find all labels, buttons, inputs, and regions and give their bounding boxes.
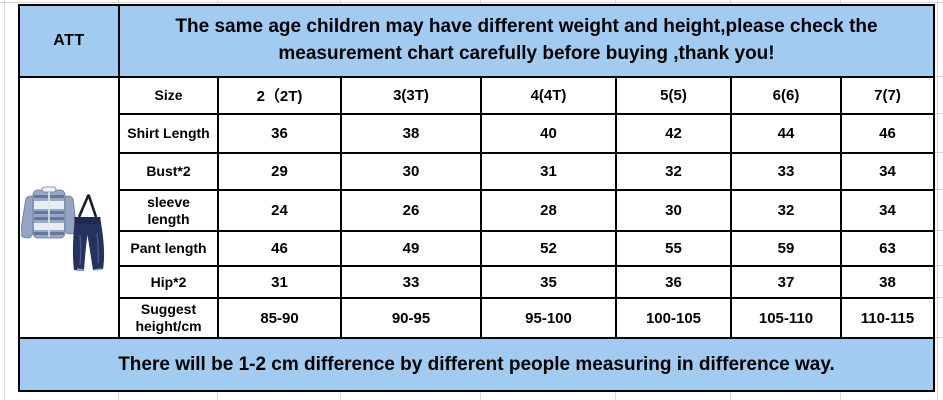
measurement-value: 32	[730, 189, 842, 232]
size-col-header: 2（2T)	[217, 76, 342, 115]
measurement-value: 105-110	[730, 297, 842, 339]
gridline	[217, 390, 218, 400]
product-photo-cell	[18, 76, 120, 339]
footer-note-row: There will be 1-2 cm difference by diffe…	[18, 337, 935, 392]
footer-note: There will be 1-2 cm difference by diffe…	[18, 337, 935, 392]
measurement-value: 46	[217, 230, 342, 267]
gridline	[730, 0, 731, 4]
measurement-value: 31	[480, 152, 617, 191]
gridline	[933, 76, 943, 77]
att-cell: ATT	[18, 4, 120, 78]
measurement-row: Suggest height/cm 85-90 90-95 95-100 100-105…	[19, 297, 935, 339]
shirt-graphic	[21, 186, 78, 238]
measurement-row: Shirt Length 36 38 40 42 44 46	[19, 113, 935, 154]
measurement-value: 31	[217, 265, 342, 299]
measurement-value: 63	[840, 230, 935, 267]
measurement-value: 110-115	[840, 297, 935, 339]
gridline	[730, 390, 731, 400]
measurement-value: 46	[840, 113, 935, 154]
size-header-row: Size 2（2T) 3(3T) 4(4T) 5(5) 6(6) 7(7)	[18, 76, 935, 339]
gridline	[933, 152, 943, 153]
measurement-value: 24	[217, 189, 342, 232]
measurement-value: 34	[840, 189, 935, 232]
gridline	[840, 0, 841, 4]
measurement-row: Pant length 46 49 52 55 59 63	[19, 230, 935, 267]
row-label: Shirt Length	[118, 113, 219, 154]
gridline	[340, 390, 341, 400]
attention-header-row: ATT The same age children may have diffe…	[18, 4, 935, 78]
measurement-value: 85-90	[217, 297, 342, 339]
pants-graphic	[72, 193, 105, 271]
gridline	[937, 0, 938, 400]
measurement-value: 33	[340, 265, 482, 299]
gridline	[217, 0, 218, 4]
gridline	[840, 390, 841, 400]
size-col-header: 7(7)	[840, 76, 935, 115]
measurement-value: 38	[840, 265, 935, 299]
row-label: sleeve length	[118, 189, 219, 232]
measurement-value: 35	[480, 265, 617, 299]
gridline	[340, 0, 341, 4]
header-notice: The same age children may have different…	[118, 4, 935, 78]
measurement-value: 52	[480, 230, 617, 267]
row-label: Hip*2	[118, 265, 219, 299]
gridline	[933, 297, 943, 298]
row-label: Suggest height/cm	[118, 297, 219, 339]
measurement-row: Bust*2 29 30 31 32 33 34	[19, 152, 935, 191]
measurement-value: 36	[217, 113, 342, 154]
measurement-value: 55	[615, 230, 732, 267]
gridline	[480, 390, 481, 400]
gridline	[615, 390, 616, 400]
gridline	[118, 390, 119, 400]
measurement-value: 95-100	[480, 297, 617, 339]
measurement-value: 36	[615, 265, 732, 299]
measurement-value: 28	[480, 189, 617, 232]
gridline	[4, 0, 5, 400]
measurement-value: 29	[217, 152, 342, 191]
measurement-value: 42	[615, 113, 732, 154]
row-label: Pant length	[118, 230, 219, 267]
outfit-illustration	[21, 186, 105, 271]
gridline	[933, 230, 943, 231]
size-col-header: 4(4T)	[480, 76, 617, 115]
measurement-value: 38	[340, 113, 482, 154]
size-chart-table: ATT The same age children may have diffe…	[18, 4, 935, 392]
measurement-value: 40	[480, 113, 617, 154]
measurement-value: 30	[340, 152, 482, 191]
measurement-value: 100-105	[615, 297, 732, 339]
measurement-value: 44	[730, 113, 842, 154]
size-col-header: 3(3T)	[340, 76, 482, 115]
size-col-header: 6(6)	[730, 76, 842, 115]
gridline	[933, 113, 943, 114]
measurement-value: 49	[340, 230, 482, 267]
gridline	[933, 337, 943, 338]
measurement-value: 59	[730, 230, 842, 267]
gridline	[480, 0, 481, 4]
row-label-size: Size	[118, 76, 219, 115]
measurement-value: 90-95	[340, 297, 482, 339]
measurement-value: 37	[730, 265, 842, 299]
measurement-row: sleeve length 24 26 28 30 32 34	[19, 189, 935, 232]
gridline	[118, 0, 119, 4]
size-col-header: 5(5)	[615, 76, 732, 115]
gridline	[933, 265, 943, 266]
row-label: Bust*2	[118, 152, 219, 191]
gridline	[0, 2, 943, 3]
gridline	[933, 189, 943, 190]
measurement-value: 30	[615, 189, 732, 232]
measurement-value: 26	[340, 189, 482, 232]
measurement-row: Hip*2 31 33 35 36 37 38	[19, 265, 935, 299]
gridline	[615, 0, 616, 4]
measurement-value: 32	[615, 152, 732, 191]
measurement-value: 33	[730, 152, 842, 191]
measurement-value: 34	[840, 152, 935, 191]
